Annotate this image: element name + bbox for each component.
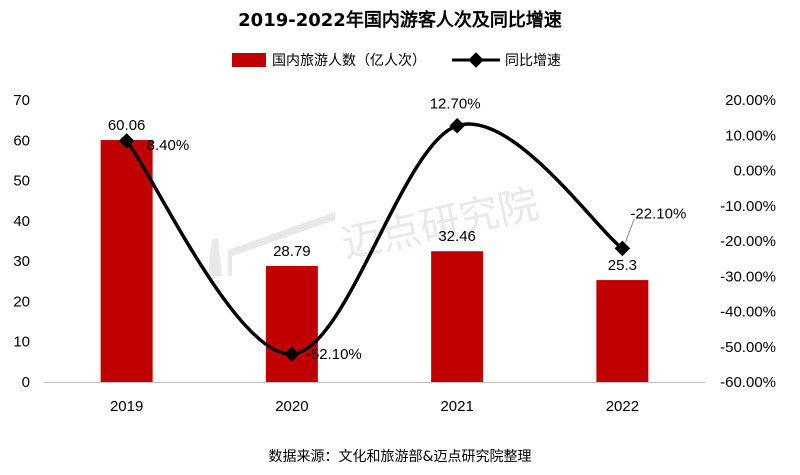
line-label-2019: 8.40% — [147, 137, 190, 154]
y-left-tick-label: 40 — [13, 213, 30, 230]
y-right-tick-label: -10.00% — [720, 198, 776, 215]
bar-label-2019: 60.06 — [108, 117, 146, 134]
legend-swatch-marker — [468, 52, 484, 68]
bar-label-2020: 28.79 — [273, 243, 311, 260]
y-axis-right: -60.00% -50.00% -40.00% -30.00% -20.00% -10.0… — [720, 92, 776, 391]
y-right-tick-label: -30.00% — [720, 268, 776, 285]
y-right-tick-label: 10.00% — [725, 127, 776, 144]
bar-series — [100, 140, 649, 382]
y-left-tick-label: 70 — [13, 92, 30, 109]
bar-2019 — [100, 140, 153, 382]
bar-2020 — [265, 266, 318, 382]
line-point-2019 — [118, 133, 135, 149]
bar-label-2022: 25.3 — [608, 257, 637, 274]
data-labels: 60.06 28.79 32.46 25.3 8.40% -52.10% 12.70% -22… — [108, 96, 686, 363]
watermark-logo-icon — [208, 238, 222, 276]
line-label-leader — [624, 218, 635, 243]
watermark-ribbon-icon — [228, 212, 335, 276]
y-right-tick-label: -20.00% — [720, 233, 776, 250]
y-right-tick-label: 20.00% — [725, 92, 776, 109]
legend-label-line: 同比增速 — [505, 53, 561, 69]
line-point-2022 — [614, 240, 631, 257]
line-label-2020: -52.10% — [306, 346, 362, 363]
x-axis: 2019 2020 2021 2022 — [44, 382, 705, 415]
y-left-tick-label: 50 — [13, 173, 30, 190]
legend-swatch-bar — [232, 53, 266, 67]
line-label-2022: -22.10% — [630, 205, 686, 222]
x-tick-label: 2021 — [440, 398, 473, 415]
chart-title: 2019-2022年国内游客人次及同比增速 — [238, 9, 562, 31]
x-tick-label: 2022 — [606, 398, 639, 415]
y-left-tick-label: 20 — [13, 293, 30, 310]
y-right-tick-label: -50.00% — [720, 339, 776, 356]
growth-line — [125, 122, 624, 356]
y-right-tick-label: 0.00% — [733, 163, 776, 180]
y-left-tick-label: 0 — [22, 374, 30, 391]
y-left-tick-label: 30 — [13, 253, 30, 270]
x-tick-label: 2019 — [110, 398, 143, 415]
bar-2022 — [596, 280, 649, 382]
y-left-tick-label: 10 — [13, 334, 30, 351]
source-note: 数据来源：文化和旅游部&迈点研究院整理 — [269, 449, 532, 465]
x-tick-label: 2020 — [275, 398, 308, 415]
bar-label-2021: 32.46 — [438, 228, 476, 245]
legend-label-bar: 国内旅游人数（亿人次） — [272, 53, 426, 69]
line-label-2021: 12.70% — [430, 96, 481, 113]
y-right-tick-label: -40.00% — [720, 304, 776, 321]
line-point-2021 — [449, 117, 465, 134]
watermark: 迈点研究院 — [208, 181, 543, 276]
y-left-tick-label: 60 — [13, 132, 30, 149]
bar-2021 — [431, 251, 484, 382]
y-right-tick-label: -60.00% — [720, 374, 776, 391]
legend: 国内旅游人数（亿人次） 同比增速 — [232, 52, 561, 69]
y-axis-left: 0 10 20 30 40 50 60 70 — [13, 92, 30, 391]
